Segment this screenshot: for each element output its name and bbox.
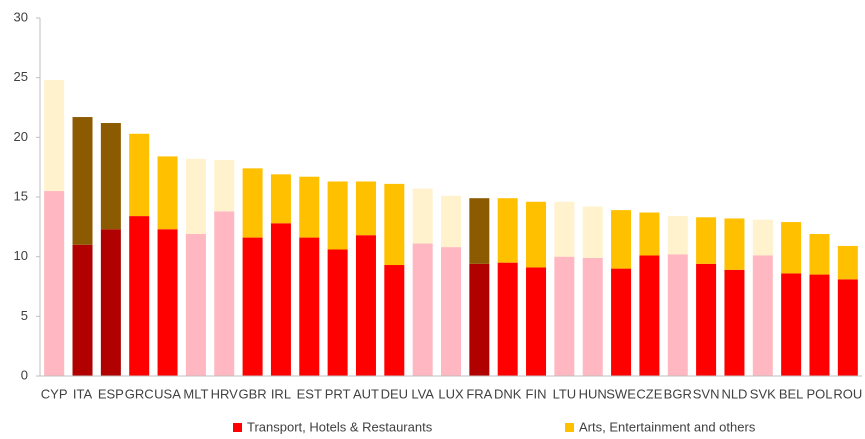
x-tick-label: SWE <box>606 386 636 401</box>
bar-segment <box>526 201 547 268</box>
bar-segment <box>752 255 773 376</box>
bar-segment <box>441 195 461 248</box>
bar-segment <box>497 198 518 263</box>
x-tick-label: GRC <box>125 386 154 401</box>
bar-segment <box>809 274 830 376</box>
bar-segment <box>611 210 632 269</box>
bar-segment <box>582 257 603 376</box>
bar-segment <box>100 123 121 230</box>
bar-segment <box>412 243 433 376</box>
x-tick-label: MLT <box>183 386 208 401</box>
x-tick-label: CYP <box>41 386 68 401</box>
bar-segment <box>44 191 65 376</box>
bar-segment <box>639 212 660 256</box>
x-tick-label: EST <box>297 386 322 401</box>
bar-segment <box>72 117 93 245</box>
bar-segment <box>582 206 603 258</box>
bar-segment <box>214 211 235 376</box>
bar-segment <box>497 262 518 376</box>
x-tick-label: HRV <box>211 386 239 401</box>
bar-segment <box>299 176 320 238</box>
bar-segment <box>469 263 490 376</box>
x-tick-label: LUX <box>438 386 464 401</box>
x-tick-label: LVA <box>411 386 434 401</box>
legend-swatch <box>565 423 574 432</box>
bar-segment <box>129 133 150 217</box>
bar-segment <box>809 233 830 275</box>
bar-segment <box>724 218 745 270</box>
y-tick-label: 10 <box>14 248 28 263</box>
x-tick-label: BGR <box>664 386 692 401</box>
bar-segment <box>242 237 263 376</box>
x-tick-label: PRT <box>325 386 351 401</box>
bar-segment <box>611 268 632 376</box>
bar-segment <box>667 254 688 376</box>
bar-segment <box>72 244 93 376</box>
bar-segment <box>100 229 121 376</box>
bar-segment <box>781 273 802 376</box>
legend-swatch <box>233 423 242 432</box>
x-tick-label: CZE <box>636 386 662 401</box>
bar-segment <box>837 245 858 280</box>
x-tick-label: LTU <box>553 386 577 401</box>
y-tick-label: 30 <box>14 9 28 24</box>
y-tick-label: 0 <box>21 367 28 382</box>
bar-segment <box>185 158 206 234</box>
bar-segment <box>441 247 461 376</box>
bar-segment <box>44 80 65 192</box>
x-tick-label: HUN <box>579 386 607 401</box>
bar-segment <box>270 174 291 224</box>
bar-segment <box>526 267 547 376</box>
x-tick-label: SVN <box>693 386 720 401</box>
bar-segment <box>214 160 235 212</box>
bar-segment <box>554 256 575 376</box>
legend-label: Transport, Hotels & Restaurants <box>247 419 433 434</box>
bar-segment <box>355 235 376 376</box>
y-tick-label: 20 <box>14 129 28 144</box>
bar-segment <box>270 223 291 376</box>
x-tick-label: FIN <box>526 386 547 401</box>
x-tick-label: ITA <box>73 386 93 401</box>
bar-segment <box>696 217 717 264</box>
x-tick-label: DEU <box>381 386 408 401</box>
bar-segment <box>129 216 150 376</box>
bar-segment <box>554 201 575 257</box>
bar-segment <box>837 279 858 376</box>
x-tick-label: USA <box>154 386 181 401</box>
x-tick-label: ROU <box>833 386 862 401</box>
bar-segment <box>412 188 433 244</box>
bar-segment <box>185 233 206 376</box>
x-tick-label: NLD <box>721 386 747 401</box>
x-tick-label: GBR <box>239 386 267 401</box>
bar-segment <box>242 168 263 238</box>
legend-label: Arts, Entertainment and others <box>579 419 756 434</box>
bar-segment <box>667 216 688 255</box>
bar-segment <box>355 181 376 236</box>
bar-segment <box>781 222 802 274</box>
bar-segment <box>327 249 348 376</box>
bar-segment <box>327 181 348 250</box>
bar-segment <box>157 229 178 376</box>
x-tick-label: SVK <box>750 386 776 401</box>
y-tick-label: 5 <box>21 308 28 323</box>
bar-segment <box>752 219 773 256</box>
bar-segment <box>639 255 660 376</box>
bar-segment <box>157 156 178 230</box>
x-tick-label: IRL <box>271 386 291 401</box>
x-tick-label: FRA <box>466 386 492 401</box>
x-tick-label: ESP <box>98 386 124 401</box>
bar-segment <box>724 269 745 376</box>
y-tick-label: 15 <box>14 188 28 203</box>
x-tick-label: BEL <box>779 386 804 401</box>
bar-segment <box>384 183 405 266</box>
bar-segment <box>384 265 405 376</box>
bar-segment <box>469 198 490 264</box>
x-tick-label: POL <box>806 386 832 401</box>
x-tick-label: DNK <box>494 386 522 401</box>
bar-segment <box>696 263 717 376</box>
bar-segment <box>299 237 320 376</box>
x-tick-label: AUT <box>353 386 379 401</box>
y-tick-label: 25 <box>14 69 28 84</box>
